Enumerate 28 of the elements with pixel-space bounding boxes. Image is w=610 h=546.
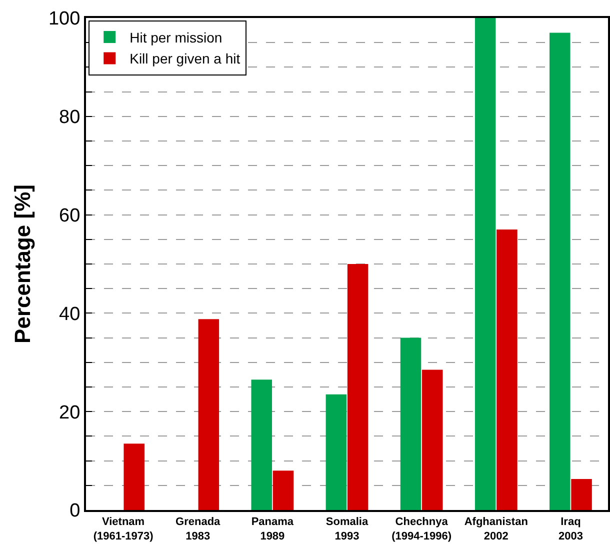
y-tick-label: 0 (70, 500, 80, 522)
x-tick-label: Panama 1989 (251, 516, 294, 542)
y-tick-label: 60 (59, 205, 80, 226)
bar (124, 444, 144, 510)
legend-label: Hit per mission (130, 30, 222, 46)
bar (347, 264, 368, 510)
y-tick-label: 40 (59, 304, 80, 325)
bar (550, 32, 570, 510)
y-tick-label: 100 (48, 8, 80, 30)
y-tick-label: 80 (59, 107, 80, 128)
x-tick-label: Chechnya (1994-1996) (392, 516, 452, 542)
y-tick-label: 20 (59, 402, 80, 424)
bar (400, 338, 422, 510)
x-tick-label: Grenada 1983 (176, 516, 222, 542)
bar (272, 470, 294, 510)
x-tick-label: Afghanistan 2002 (464, 516, 528, 542)
bar (496, 230, 518, 510)
legend-label: Kill per given a hit (130, 50, 240, 67)
y-axis-title: Percentage [%] (10, 184, 35, 344)
bar (198, 319, 220, 510)
bar (422, 370, 443, 510)
bar (571, 479, 592, 510)
x-tick-label: Somalia 1993 (326, 516, 369, 542)
bar (474, 18, 496, 510)
bar (251, 380, 272, 510)
x-tick-label: Vietnam (1961-1973) (93, 516, 154, 542)
bar (326, 394, 347, 510)
x-tick-label: Iraq 2003 (558, 516, 583, 542)
